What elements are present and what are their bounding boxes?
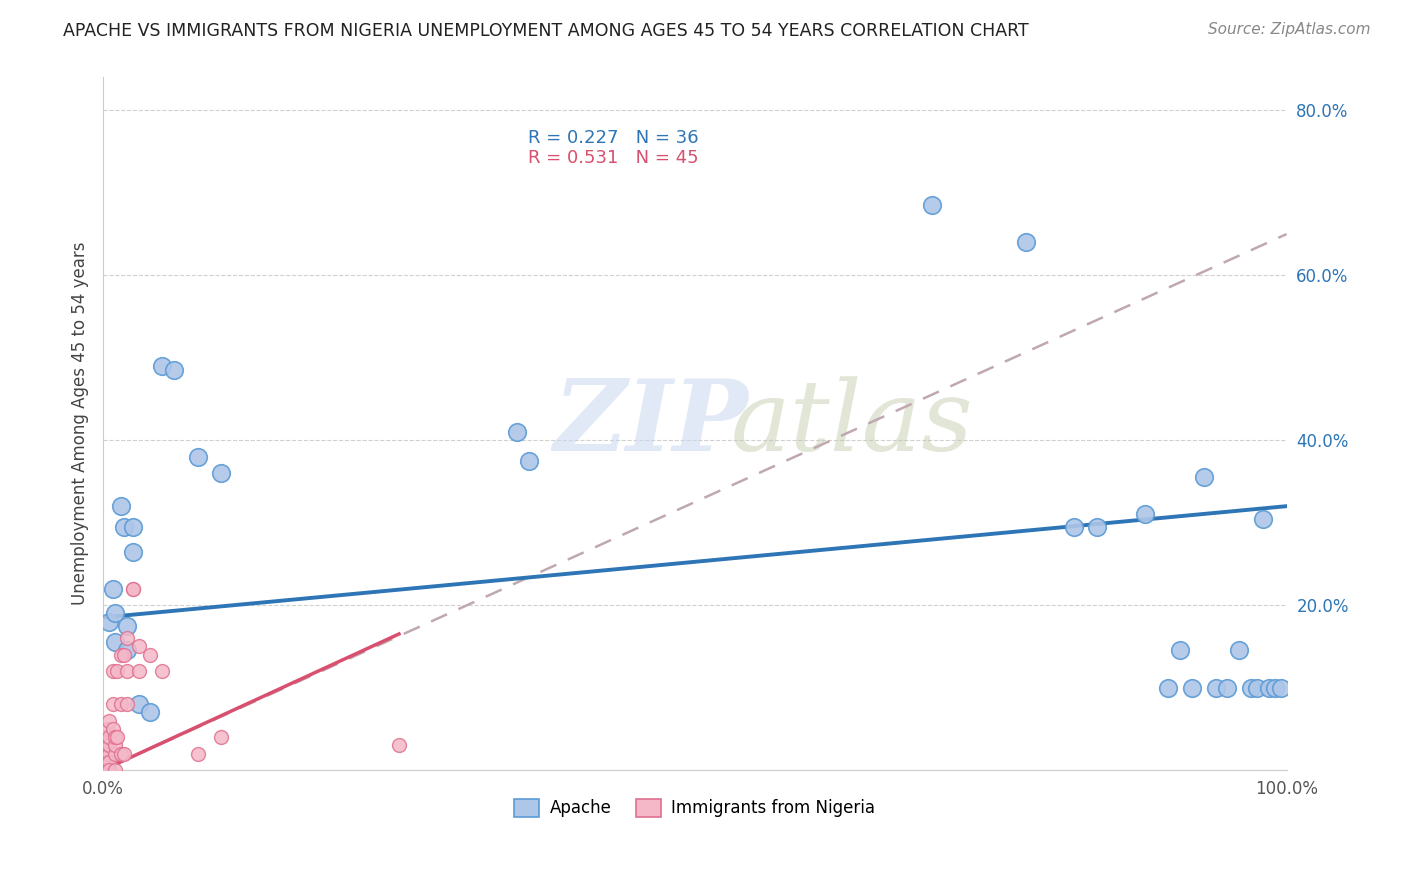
Point — [187, 450, 209, 464]
Point — [128, 664, 150, 678]
Point — [1257, 681, 1279, 695]
Point — [101, 582, 124, 596]
Point — [104, 763, 127, 777]
Point — [1133, 508, 1156, 522]
Point — [388, 738, 411, 752]
Point — [104, 738, 127, 752]
Point — [1192, 470, 1215, 484]
Point — [121, 582, 143, 596]
Point — [110, 747, 132, 761]
Point — [150, 664, 173, 678]
Point — [1270, 681, 1292, 695]
Point — [211, 466, 233, 480]
Point — [104, 747, 127, 761]
Point — [98, 755, 121, 769]
Point — [128, 640, 150, 654]
Point — [114, 648, 136, 662]
Point — [1246, 681, 1268, 695]
Legend: Apache, Immigrants from Nigeria: Apache, Immigrants from Nigeria — [508, 792, 882, 824]
Point — [91, 759, 114, 773]
Point — [1168, 643, 1191, 657]
Point — [121, 544, 143, 558]
Point — [1251, 511, 1274, 525]
Text: APACHE VS IMMIGRANTS FROM NIGERIA UNEMPLOYMENT AMONG AGES 45 TO 54 YEARS CORRELA: APACHE VS IMMIGRANTS FROM NIGERIA UNEMPL… — [63, 22, 1029, 40]
Point — [1085, 520, 1108, 534]
Point — [91, 763, 114, 777]
Point — [187, 747, 209, 761]
Point — [96, 722, 118, 736]
Point — [91, 755, 114, 769]
Point — [128, 697, 150, 711]
Text: R = 0.531   N = 45: R = 0.531 N = 45 — [527, 148, 699, 167]
Point — [96, 730, 118, 744]
Point — [517, 454, 540, 468]
Point — [139, 706, 162, 720]
Point — [1015, 235, 1038, 250]
Point — [104, 730, 127, 744]
Point — [91, 750, 114, 764]
Point — [114, 520, 136, 534]
Point — [921, 198, 943, 212]
Point — [211, 730, 233, 744]
Y-axis label: Unemployment Among Ages 45 to 54 years: Unemployment Among Ages 45 to 54 years — [72, 242, 89, 606]
Point — [98, 763, 121, 777]
Point — [104, 635, 127, 649]
Point — [91, 742, 114, 756]
Point — [115, 643, 138, 657]
Point — [121, 582, 143, 596]
Point — [1240, 681, 1263, 695]
Point — [115, 631, 138, 645]
Point — [506, 425, 529, 439]
Point — [98, 615, 121, 629]
Point — [1157, 681, 1180, 695]
Point — [98, 747, 121, 761]
Point — [98, 738, 121, 752]
Point — [98, 714, 121, 728]
Point — [115, 697, 138, 711]
Point — [96, 755, 118, 769]
Text: ZIP: ZIP — [553, 376, 748, 472]
Point — [91, 738, 114, 752]
Point — [101, 697, 124, 711]
Point — [115, 664, 138, 678]
Point — [1264, 681, 1286, 695]
Point — [114, 747, 136, 761]
Point — [1205, 681, 1227, 695]
Point — [105, 730, 128, 744]
Text: R = 0.227   N = 36: R = 0.227 N = 36 — [527, 128, 699, 146]
Text: atlas: atlas — [730, 376, 973, 471]
Point — [104, 607, 127, 621]
Point — [91, 747, 114, 761]
Point — [1216, 681, 1239, 695]
Text: Source: ZipAtlas.com: Source: ZipAtlas.com — [1208, 22, 1371, 37]
Point — [1181, 681, 1204, 695]
Point — [101, 664, 124, 678]
Point — [105, 664, 128, 678]
Point — [1227, 643, 1250, 657]
Point — [98, 730, 121, 744]
Point — [1063, 520, 1085, 534]
Point — [110, 697, 132, 711]
Point — [91, 730, 114, 744]
Point — [96, 738, 118, 752]
Point — [121, 520, 143, 534]
Point — [110, 499, 132, 513]
Point — [150, 359, 173, 373]
Point — [163, 363, 186, 377]
Point — [139, 648, 162, 662]
Point — [96, 763, 118, 777]
Point — [101, 722, 124, 736]
Point — [115, 618, 138, 632]
Point — [110, 648, 132, 662]
